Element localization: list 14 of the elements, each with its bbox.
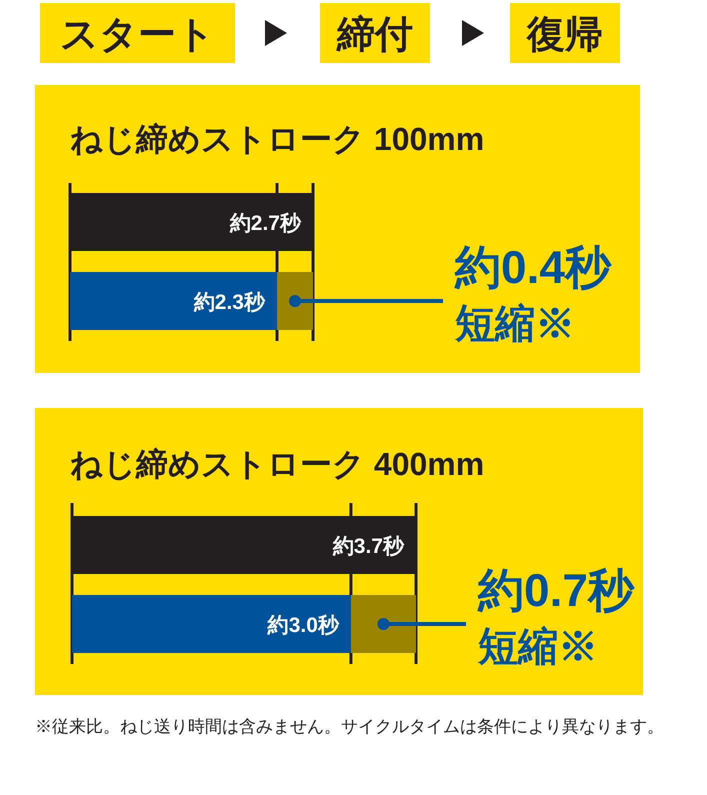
text: 復帰 [526,14,603,56]
chart-title: ねじ締めストローク 100mm [70,121,484,157]
text: 短縮※ [477,625,598,669]
data-label: 約2.7秒 [228,212,302,235]
data-label: 約3.7秒 [332,535,405,558]
text: スタート [60,14,215,56]
text: 約0.7秒 [477,564,635,616]
data-label: 約2.3秒 [192,291,266,314]
text: 約0.4秒 [454,241,612,293]
text: 短縮※ [454,302,575,346]
data-label: 約3.0秒 [266,614,340,637]
text: 締付 [336,14,413,56]
chart-title: ねじ締めストローク 400mm [70,446,484,482]
text: ※従来比。ねじ送り時間は含みません。サイクルタイムは条件により異なります。 [35,717,664,736]
